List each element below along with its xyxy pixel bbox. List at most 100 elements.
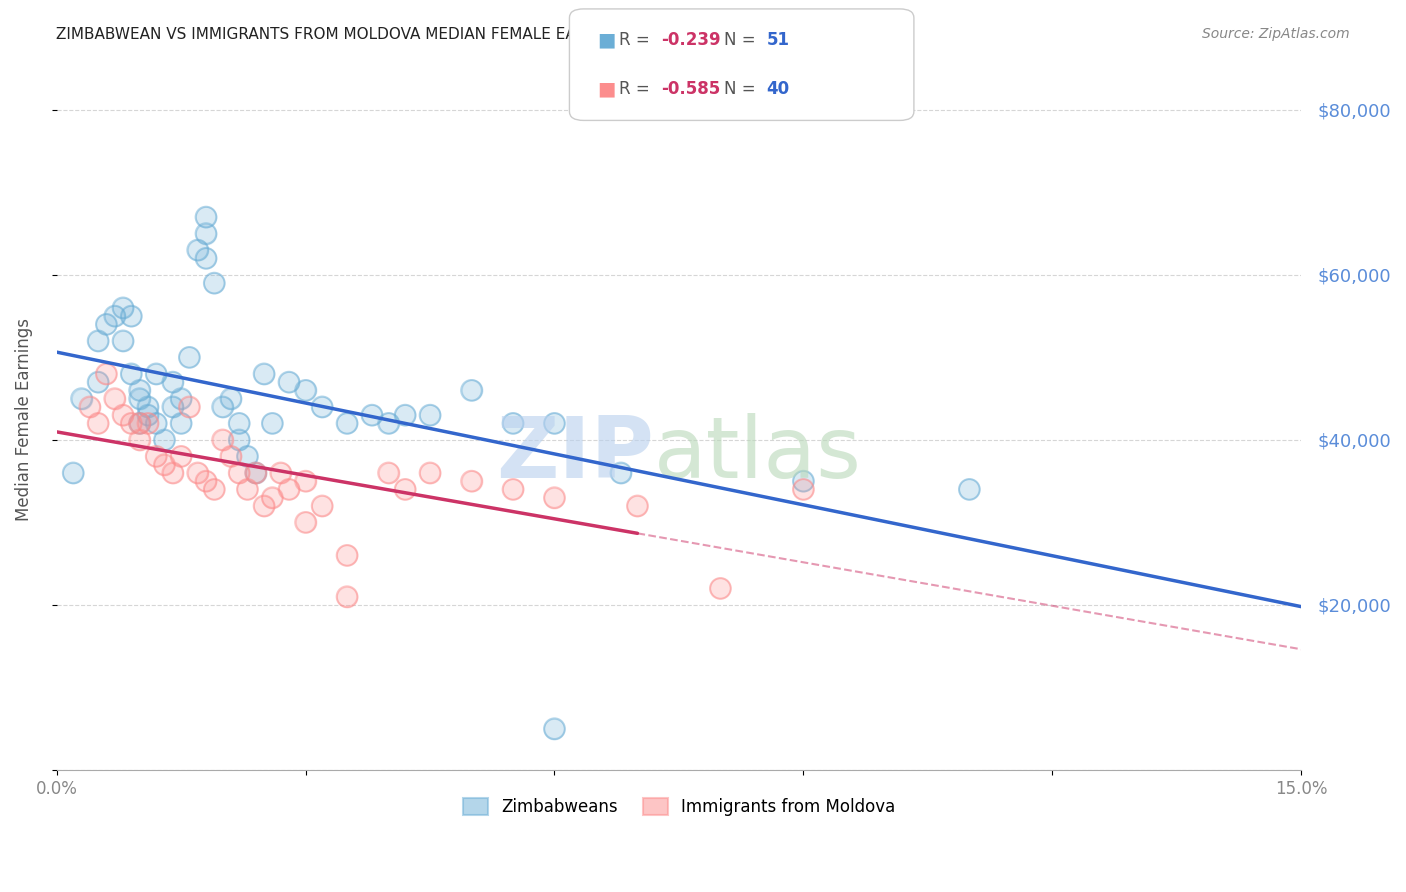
Point — [270, 466, 292, 480]
Point — [245, 466, 267, 480]
Point — [170, 417, 193, 431]
Point — [228, 417, 250, 431]
Point — [419, 408, 441, 422]
Point — [394, 483, 416, 497]
Point — [194, 252, 217, 266]
Point — [211, 400, 233, 414]
Point — [336, 590, 359, 604]
Point — [162, 375, 184, 389]
Point — [62, 466, 84, 480]
Point — [228, 466, 250, 480]
Point — [311, 400, 333, 414]
Point — [179, 351, 201, 365]
Point — [543, 722, 565, 736]
Point — [294, 474, 316, 488]
Point — [336, 417, 359, 431]
Point — [128, 392, 150, 406]
Point — [419, 408, 441, 422]
Point — [170, 392, 193, 406]
Text: -0.239: -0.239 — [661, 31, 720, 49]
Point — [792, 474, 814, 488]
Point — [187, 243, 209, 257]
Point — [228, 433, 250, 447]
Point — [294, 474, 316, 488]
Point — [194, 227, 217, 241]
Point — [145, 450, 167, 464]
Point — [236, 450, 259, 464]
Point — [709, 582, 731, 596]
Point — [419, 466, 441, 480]
Point — [245, 466, 267, 480]
Point — [153, 458, 176, 472]
Point — [377, 466, 399, 480]
Point — [194, 252, 217, 266]
Point — [170, 392, 193, 406]
Point — [87, 417, 110, 431]
Point — [377, 417, 399, 431]
Point — [228, 466, 250, 480]
Point — [709, 582, 731, 596]
Point — [128, 417, 150, 431]
Point — [70, 392, 93, 406]
Point — [336, 549, 359, 563]
Point — [194, 227, 217, 241]
Text: ZIP: ZIP — [496, 413, 654, 496]
Point — [211, 433, 233, 447]
Text: -0.585: -0.585 — [661, 80, 720, 98]
Point — [194, 210, 217, 224]
Point — [136, 408, 159, 422]
Point — [145, 367, 167, 381]
Point — [170, 450, 193, 464]
Point — [278, 375, 301, 389]
Point — [253, 367, 276, 381]
Point — [377, 466, 399, 480]
Point — [361, 408, 384, 422]
Point — [610, 466, 633, 480]
Point — [294, 516, 316, 530]
Point — [610, 466, 633, 480]
Point — [394, 483, 416, 497]
Point — [278, 483, 301, 497]
Point — [202, 483, 225, 497]
Point — [311, 400, 333, 414]
Point — [145, 417, 167, 431]
Point — [202, 276, 225, 290]
Point — [543, 417, 565, 431]
Point — [792, 483, 814, 497]
Text: N =: N = — [724, 80, 761, 98]
Point — [202, 483, 225, 497]
Point — [104, 392, 127, 406]
Point — [187, 466, 209, 480]
Point — [62, 466, 84, 480]
Point — [336, 549, 359, 563]
Text: Source: ZipAtlas.com: Source: ZipAtlas.com — [1202, 27, 1350, 41]
Point — [262, 491, 284, 505]
Point — [626, 499, 648, 513]
Point — [111, 301, 134, 315]
Point — [162, 466, 184, 480]
Point — [136, 417, 159, 431]
Point — [270, 466, 292, 480]
Point — [104, 392, 127, 406]
Point — [543, 491, 565, 505]
Point — [194, 474, 217, 488]
Point — [502, 483, 524, 497]
Point — [120, 417, 142, 431]
Point — [194, 210, 217, 224]
Point — [111, 408, 134, 422]
Point — [153, 433, 176, 447]
Point — [957, 483, 980, 497]
Point — [87, 334, 110, 348]
Point — [179, 400, 201, 414]
Point — [187, 243, 209, 257]
Text: atlas: atlas — [654, 413, 862, 496]
Point — [120, 417, 142, 431]
Point — [262, 491, 284, 505]
Point — [336, 417, 359, 431]
Point — [111, 301, 134, 315]
Point — [128, 417, 150, 431]
Point — [136, 408, 159, 422]
Point — [202, 276, 225, 290]
Point — [502, 417, 524, 431]
Point — [136, 400, 159, 414]
